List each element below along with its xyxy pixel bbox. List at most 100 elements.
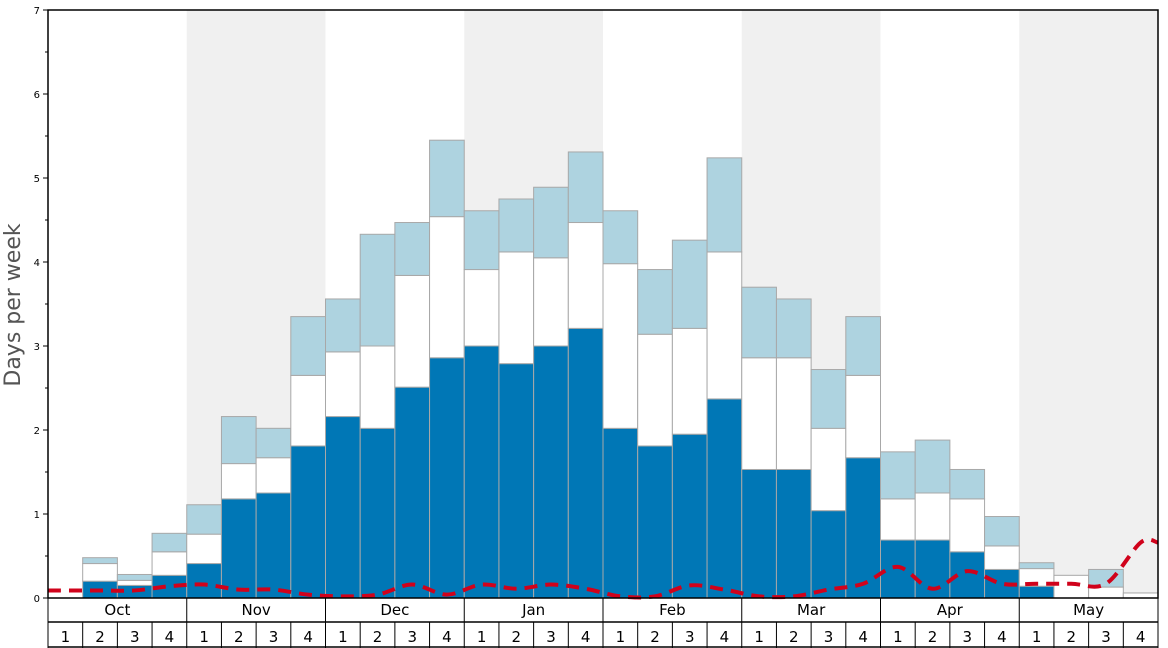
bar-segment-w22-s2 xyxy=(775,357,812,470)
bar-segment-w9-s3 xyxy=(325,298,361,353)
bar-segment-w3-s3 xyxy=(116,573,153,581)
bar-segment-w11-s2 xyxy=(394,274,431,388)
bar-segment-w21-s3 xyxy=(741,286,777,359)
bar-segment-w7-s2 xyxy=(255,457,292,494)
week-label: 3 xyxy=(546,628,556,646)
week-label: 4 xyxy=(720,628,730,646)
bar-segment-w22-s3 xyxy=(775,298,812,359)
bar-segment-w23-s1 xyxy=(810,510,847,599)
bar-segment-w23-s3 xyxy=(810,369,847,429)
bar-segment-w16-s3 xyxy=(567,151,604,224)
bar-segment-w10-s2 xyxy=(359,345,396,429)
bar-segment-w18-s3 xyxy=(637,269,673,335)
bar-segment-w11-s1 xyxy=(394,386,431,599)
bar-segment-w13-s3 xyxy=(463,210,500,271)
bar-segment-w24-s3 xyxy=(845,316,881,376)
bar-segment-w24-s1 xyxy=(845,457,881,599)
week-label: 4 xyxy=(581,628,591,646)
y-axis-label: Days per week xyxy=(1,223,26,386)
bar-segment-w29-s3 xyxy=(1018,562,1055,570)
bar-segment-w21-s2 xyxy=(741,357,777,470)
bar-segment-w22-s1 xyxy=(775,468,812,599)
bar-segment-w15-s1 xyxy=(533,345,569,599)
line-layer xyxy=(48,537,1159,600)
bar-segment-w31-s3 xyxy=(1088,568,1124,588)
bar-segment-w6-s1 xyxy=(220,498,257,599)
y-tick-label-5: 5 xyxy=(34,174,40,185)
week-label: 1 xyxy=(1032,628,1042,646)
week-label: 2 xyxy=(234,628,244,646)
week-label: 3 xyxy=(824,628,834,646)
bar-segment-w7-s3 xyxy=(255,427,292,459)
month-label-dec: Dec xyxy=(380,601,409,619)
bar-segment-w8-s3 xyxy=(290,316,326,376)
month-label-mar: Mar xyxy=(797,601,826,619)
series-line xyxy=(48,537,1159,600)
bar-segment-w13-s1 xyxy=(463,345,500,599)
week-label: 3 xyxy=(269,628,279,646)
bar-segment-w5-s1 xyxy=(186,563,222,599)
week-label: 4 xyxy=(303,628,313,646)
month-label-may: May xyxy=(1073,601,1104,619)
bar-segment-w28-s2 xyxy=(984,545,1020,570)
week-label: 2 xyxy=(1067,628,1077,646)
bar-segment-w9-s2 xyxy=(325,351,361,418)
week-label: 4 xyxy=(442,628,452,646)
bar-segment-w32-s2 xyxy=(1122,592,1159,599)
bar-segment-w25-s3 xyxy=(880,451,916,500)
week-label: 3 xyxy=(130,628,140,646)
bar-segment-w4-s3 xyxy=(151,532,188,553)
week-label: 4 xyxy=(997,628,1007,646)
month-label-jan: Jan xyxy=(521,601,545,619)
y-tick-label-0: 0 xyxy=(34,594,40,605)
bar-segment-w13-s2 xyxy=(463,269,500,347)
bar-segment-w19-s3 xyxy=(671,239,708,329)
month-label-apr: Apr xyxy=(937,601,964,619)
bar-segment-w19-s1 xyxy=(671,433,708,599)
bar-segment-w21-s1 xyxy=(741,468,777,599)
week-label: 2 xyxy=(95,628,105,646)
bar-segment-w14-s1 xyxy=(498,363,535,599)
week-label: 1 xyxy=(616,628,626,646)
y-tick-label-7: 7 xyxy=(34,6,40,17)
month-label-nov: Nov xyxy=(241,601,270,619)
bar-segment-w9-s1 xyxy=(325,416,361,599)
week-label: 3 xyxy=(962,628,972,646)
bar-segment-w14-s2 xyxy=(498,251,535,365)
bar-segment-w27-s3 xyxy=(949,468,986,500)
bar-segment-w20-s3 xyxy=(706,157,743,253)
bar-segment-w16-s2 xyxy=(567,222,604,329)
y-tick-label-4: 4 xyxy=(34,258,40,269)
bar-segment-w23-s2 xyxy=(810,427,847,512)
bar-segment-w18-s1 xyxy=(637,445,673,599)
y-tick-label-2: 2 xyxy=(34,426,40,437)
month-label-oct: Oct xyxy=(104,601,130,619)
month-label-feb: Feb xyxy=(659,601,686,619)
bar-segment-w17-s2 xyxy=(602,263,639,429)
week-label: 4 xyxy=(1136,628,1146,646)
y-tick-label-6: 6 xyxy=(34,90,40,101)
bar-segment-w16-s1 xyxy=(567,327,604,599)
bar-segment-w28-s3 xyxy=(984,516,1020,547)
week-label: 1 xyxy=(893,628,903,646)
bar-segment-w2-s3 xyxy=(82,557,118,565)
bar-segment-w5-s3 xyxy=(186,504,222,535)
axis-layer: 0 1 2 3 4 5 6 7 Oct Nov Dec Jan Feb Mar Apr May 1 2 3 4 1 2 3 4… xyxy=(34,6,1159,648)
bar-segment-w14-s3 xyxy=(498,198,535,253)
bar-segment-w15-s2 xyxy=(533,257,569,347)
bar-segment-w20-s2 xyxy=(706,251,743,400)
bar-segment-w26-s3 xyxy=(914,439,951,494)
week-label: 1 xyxy=(754,628,764,646)
bar-segment-w17-s3 xyxy=(602,210,639,265)
week-label: 3 xyxy=(685,628,695,646)
y-tick-label-1: 1 xyxy=(34,510,40,521)
bar-segment-w18-s2 xyxy=(637,333,673,447)
bar-segment-w29-s1 xyxy=(1018,585,1055,599)
bar-segment-w30-s2 xyxy=(1053,574,1090,599)
week-label: 2 xyxy=(373,628,383,646)
bar-segment-w25-s1 xyxy=(880,539,916,599)
month-band-may xyxy=(1019,10,1158,598)
bar-segment-w20-s1 xyxy=(706,398,743,599)
